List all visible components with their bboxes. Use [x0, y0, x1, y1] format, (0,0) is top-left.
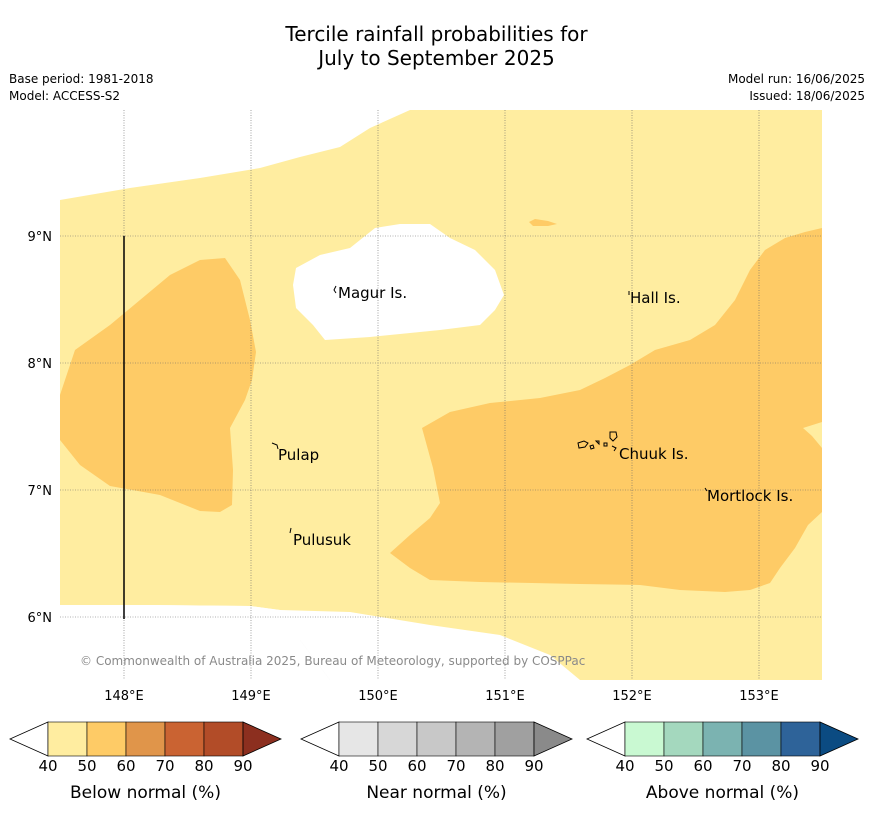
lon-label-151e: 151°E: [485, 689, 525, 704]
legend-over-triangle: [533, 721, 573, 757]
place-label-pulap: Pulap: [278, 446, 319, 464]
legend-cell: [338, 721, 379, 757]
legend-under-triangle: [586, 721, 626, 757]
title-line-1: Tercile rainfall probabilities for: [285, 22, 588, 46]
base-period-text: Base period: 1981-2018: [9, 72, 154, 86]
lat-label-8n: 8°N: [28, 357, 53, 372]
legend-2: 40 50 60 70 80 90 Near normal (%): [300, 721, 573, 803]
legend-cell: [203, 721, 244, 757]
place-label-chuuk: Chuuk Is.: [619, 445, 688, 463]
legend-tick-label: 90: [233, 757, 252, 775]
place-label-pulusuk: Pulusuk: [293, 531, 351, 549]
legend-tick-label: 80: [485, 757, 504, 775]
legend-tick-label: 80: [194, 757, 213, 775]
magur-island-glyph: [333, 285, 337, 294]
legend-cell: [164, 721, 205, 757]
legend-tick-label: 80: [771, 757, 790, 775]
issued-text: Issued: 18/06/2025: [749, 89, 865, 103]
legend-title: Below normal (%): [70, 783, 221, 803]
legend-tick-label: 70: [155, 757, 174, 775]
legend-cell: [780, 721, 821, 757]
legend-cell: [741, 721, 782, 757]
legend-tick-label: 70: [732, 757, 751, 775]
copyright-notice: © Commonwealth of Australia 2025, Bureau…: [80, 654, 585, 668]
legend-tick-label: 40: [38, 757, 57, 775]
model-text: Model: ACCESS-S2: [9, 89, 121, 103]
title-line-2: July to September 2025: [318, 46, 555, 70]
white-region-south: [60, 605, 330, 680]
legend-cell: [663, 721, 704, 757]
place-label-hall: Hall Is.: [630, 289, 681, 307]
place-label-magur: Magur Is.: [338, 284, 407, 302]
chuuk-island-glyph: [577, 431, 618, 452]
legend-cell: [125, 721, 166, 757]
legend-tick-label: 50: [368, 757, 387, 775]
lon-label-153e: 153°E: [739, 689, 779, 704]
lat-label-6n: 6°N: [28, 611, 53, 626]
legend-title: Above normal (%): [646, 783, 799, 803]
white-region-magur: [293, 224, 504, 340]
legend-tick-label: 60: [693, 757, 712, 775]
legend-cell: [416, 721, 457, 757]
lon-label-152e: 152°E: [612, 689, 652, 704]
place-label-mortlock: Mortlock Is.: [707, 487, 793, 505]
legend-cell: [455, 721, 496, 757]
chart-title: Tercile rainfall probabilities for July …: [0, 22, 873, 70]
legend-cell: [702, 721, 743, 757]
lon-label-149e: 149°E: [231, 689, 271, 704]
legend-title: Near normal (%): [366, 783, 506, 803]
legend-cell: [47, 721, 88, 757]
legend-cell: [86, 721, 127, 757]
legend-tick-label: 90: [524, 757, 543, 775]
below-normal-50-60-patch: [529, 219, 557, 226]
island-outlines: [271, 285, 708, 534]
map-area: [60, 110, 822, 680]
legend-over-triangle: [242, 721, 282, 757]
lon-labels: 148°E 149°E 150°E 151°E 152°E 153°E: [104, 689, 779, 704]
mortlock-island-glyph: [704, 487, 708, 492]
legend-tick-label: 60: [407, 757, 426, 775]
lat-labels: 9°N 8°N 7°N 6°N: [28, 230, 53, 626]
legends: 40 50 60 70 80 90 Below normal (%) 40 50 60 70 80 90…: [9, 721, 859, 803]
legend-under-triangle: [9, 721, 49, 757]
below-normal-50-60-east: [390, 228, 822, 592]
legend-under-triangle: [300, 721, 340, 757]
legend-tick-label: 70: [446, 757, 465, 775]
lon-label-150e: 150°E: [358, 689, 398, 704]
legend-1: 40 50 60 70 80 90 Below normal (%): [9, 721, 282, 803]
legend-3: 40 50 60 70 80 90 Above normal (%): [586, 721, 859, 803]
legend-tick-label: 40: [615, 757, 634, 775]
lon-label-148e: 148°E: [104, 689, 144, 704]
legend-tick-label: 50: [654, 757, 673, 775]
model-run-text: Model run: 16/06/2025: [727, 72, 865, 86]
legend-over-triangle: [819, 721, 859, 757]
lat-label-7n: 7°N: [28, 484, 53, 499]
pulap-island-glyph: [271, 442, 279, 450]
pulusuk-island-glyph: [289, 527, 292, 534]
meta-right: Model run: 16/06/2025 Issued: 18/06/2025: [728, 71, 865, 105]
legend-cell: [494, 721, 535, 757]
below-normal-50-60-west: [60, 258, 256, 512]
legend-tick-label: 90: [810, 757, 829, 775]
meta-left: Base period: 1981-2018 Model: ACCESS-S2: [9, 71, 154, 105]
legend-cell: [624, 721, 665, 757]
lat-label-9n: 9°N: [28, 230, 53, 245]
legend-tick-label: 40: [329, 757, 348, 775]
legend-tick-label: 60: [116, 757, 135, 775]
legend-cell: [377, 721, 418, 757]
place-labels: Magur Is. Hall Is. Pulap Chuuk Is. Mortl…: [278, 284, 793, 549]
legend-tick-label: 50: [77, 757, 96, 775]
